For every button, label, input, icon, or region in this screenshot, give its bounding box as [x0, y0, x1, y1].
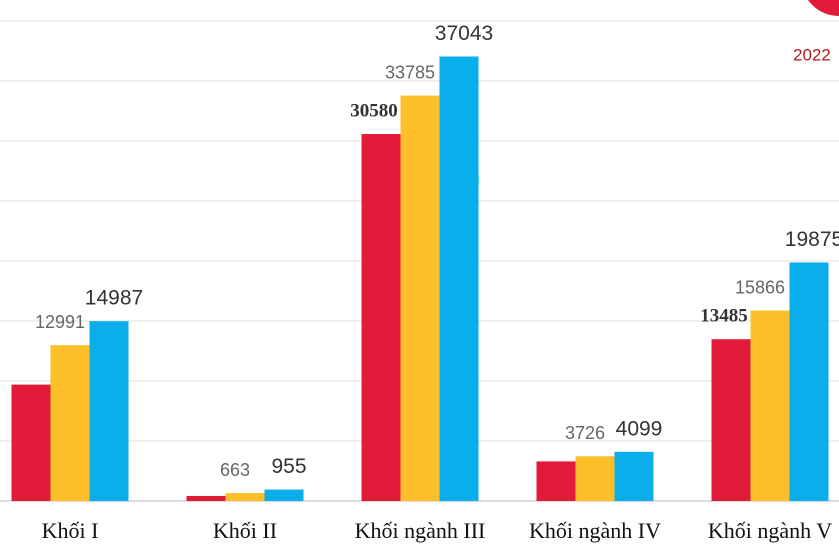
data-label: 37043 — [435, 22, 493, 45]
data-label: 12991 — [35, 312, 85, 332]
data-label: 3726 — [565, 423, 605, 443]
bar — [575, 456, 615, 501]
bar — [11, 384, 51, 501]
bar — [89, 321, 129, 501]
data-label: 15866 — [735, 277, 785, 297]
bar — [614, 451, 654, 501]
x-tick-label: Khối II — [213, 518, 277, 543]
bar — [439, 56, 479, 501]
bar — [264, 489, 304, 501]
bar — [225, 493, 265, 501]
data-label: 30580 — [350, 100, 398, 121]
data-label: 4099 — [616, 417, 663, 440]
bar — [186, 495, 226, 501]
bar — [50, 345, 90, 501]
data-label: 13485 — [700, 306, 748, 327]
data-label: 955 — [271, 455, 306, 478]
data-label: 14987 — [85, 287, 143, 310]
bar — [400, 95, 440, 501]
decor-circle — [808, 0, 839, 16]
x-tick-label: Khối ngành III — [355, 518, 486, 543]
data-label: 33785 — [385, 62, 435, 82]
annotation: 2022 — [793, 45, 831, 64]
data-label: 663 — [220, 460, 250, 480]
x-tick-label: Khối ngành IV — [529, 518, 661, 543]
bar — [361, 134, 401, 502]
x-tick-label: Khối I — [42, 518, 99, 543]
bar — [711, 339, 751, 501]
bar — [536, 461, 576, 501]
bar — [789, 262, 829, 501]
bar — [750, 310, 790, 501]
x-tick-label: Khối ngành V — [708, 518, 832, 543]
data-label: 19875 — [785, 228, 839, 251]
